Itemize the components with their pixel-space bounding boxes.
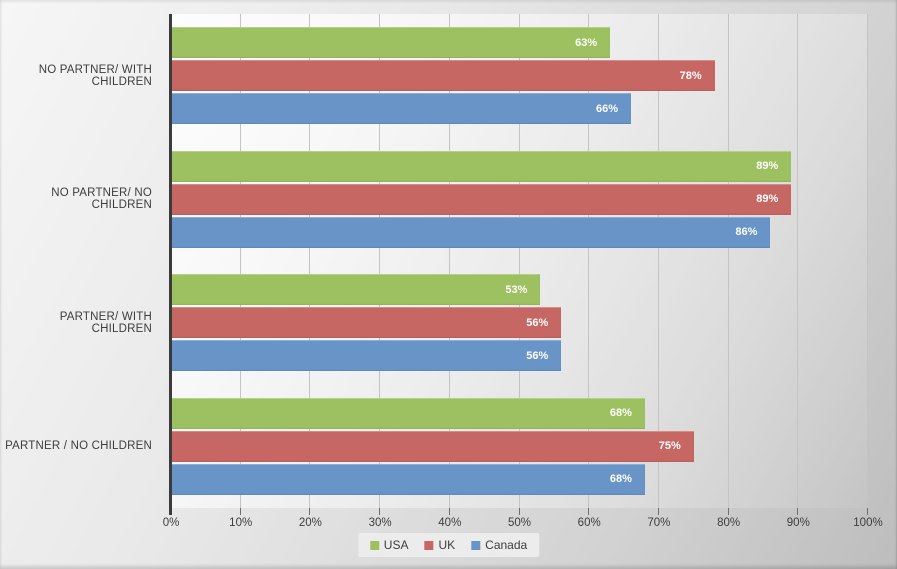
legend-label: Canada — [485, 538, 528, 552]
category-label: PARTNER/ WITH CHILDREN — [59, 310, 152, 335]
legend-label: UK — [438, 538, 456, 552]
x-tick — [379, 508, 381, 515]
bar-uk: 75% — [171, 430, 694, 462]
x-tick — [588, 508, 590, 515]
bar-canada: 68% — [171, 463, 645, 495]
gridline — [588, 14, 590, 508]
bar-value-label: 89% — [756, 160, 779, 173]
gridline — [797, 14, 799, 508]
bar-value-label: 75% — [658, 440, 681, 453]
x-tick-label: 50% — [507, 517, 532, 529]
x-tick — [518, 508, 520, 515]
bar-track: 66% — [171, 93, 868, 125]
x-tick-label: 20% — [298, 517, 322, 529]
bar-uk: 56% — [171, 307, 562, 339]
category-label: PARTNER / NO CHILDREN — [5, 440, 152, 453]
x-tick-label: 90% — [786, 517, 810, 529]
bar-track: 63% — [171, 27, 868, 59]
legend-swatch-canada — [471, 540, 481, 550]
x-tick — [239, 508, 241, 515]
bar-value-label: 89% — [756, 193, 779, 206]
x-tick — [867, 508, 868, 515]
category-axis: NO PARTNER/ WITH CHILDREN NO PARTNER/ NO … — [0, 14, 161, 508]
x-tick-label: 0% — [162, 517, 180, 529]
bar-track: 56% — [171, 307, 868, 339]
category-group: 89% 89% 86% — [171, 138, 868, 262]
x-tick-label: 60% — [577, 517, 601, 529]
bar-value-label: 68% — [609, 473, 632, 486]
bar-value-label: 68% — [609, 407, 632, 420]
bar-value-label: 53% — [505, 283, 528, 296]
x-tick — [727, 508, 729, 515]
legend-label: USA — [383, 538, 409, 552]
legend-item-canada: Canada — [471, 538, 527, 552]
gridline — [379, 14, 381, 508]
bar-track: 75% — [171, 430, 868, 462]
x-axis: 0% 10% 20% 30% 40% 50% 60% 70% 80% 90% 100% — [163, 508, 883, 534]
category-group: 68% 75% 68% — [171, 385, 868, 509]
bar-value-label: 56% — [526, 316, 549, 329]
bar-track: 89% — [171, 183, 868, 215]
x-tick — [448, 508, 450, 515]
bar-usa: 68% — [171, 397, 645, 429]
bar-value-label: 56% — [526, 349, 549, 362]
bar-uk: 78% — [171, 60, 715, 92]
bar-canada: 86% — [171, 216, 771, 248]
bar-usa: 89% — [171, 150, 792, 182]
x-tick-label: 70% — [647, 517, 671, 529]
gridline — [309, 14, 311, 508]
x-tick-label: 30% — [368, 517, 392, 529]
gridline — [448, 14, 450, 508]
bar-rows: 63% 78% 66% 89% 89% 86% 53% 56% 56% 68% 75% 68% — [171, 14, 868, 508]
bar-value-label: 78% — [679, 69, 702, 82]
x-tick-label: 40% — [438, 517, 462, 529]
gridline — [727, 14, 729, 508]
category-label: NO PARTNER/ NO CHILDREN — [51, 187, 152, 212]
bar-track: 78% — [171, 60, 868, 92]
bar-canada: 66% — [171, 93, 632, 125]
gridline — [657, 14, 659, 508]
legend-item-uk: UK — [424, 538, 455, 552]
x-tick-label: 80% — [717, 517, 741, 529]
bar-track: 56% — [171, 340, 868, 372]
bar-value-label: 86% — [735, 226, 758, 239]
bar-track: 89% — [171, 150, 868, 182]
x-tick-label: 10% — [229, 517, 253, 529]
gridline — [239, 14, 241, 508]
bar-uk: 89% — [171, 183, 792, 215]
bar-value-label: 66% — [595, 102, 619, 115]
bar-canada: 56% — [171, 340, 562, 372]
bar-track: 86% — [171, 216, 868, 248]
y-axis-line — [169, 14, 172, 515]
bar-usa: 53% — [171, 274, 541, 306]
category-group: 63% 78% 66% — [171, 14, 868, 138]
bar-track: 68% — [171, 463, 868, 495]
legend-swatch-uk — [424, 540, 434, 550]
bar-usa: 63% — [171, 27, 611, 59]
bar-value-label: 63% — [575, 36, 598, 49]
bar-track: 68% — [171, 397, 868, 429]
x-tick-label: 100% — [853, 517, 883, 529]
x-tick — [657, 508, 659, 515]
legend-swatch-usa — [369, 540, 379, 550]
bar-track: 53% — [171, 274, 868, 306]
x-tick — [797, 508, 799, 515]
category-group: 53% 56% 56% — [171, 261, 868, 385]
gridline — [867, 14, 868, 508]
category-label: NO PARTNER/ WITH CHILDREN — [38, 63, 152, 88]
x-tick — [309, 508, 311, 515]
legend-item-usa: USA — [369, 538, 409, 552]
plot-area: 63% 78% 66% 89% 89% 86% 53% 56% 56% 68% 75% 68% — [169, 14, 868, 515]
gridline — [518, 14, 520, 508]
legend: USA UK Canada — [357, 533, 540, 557]
